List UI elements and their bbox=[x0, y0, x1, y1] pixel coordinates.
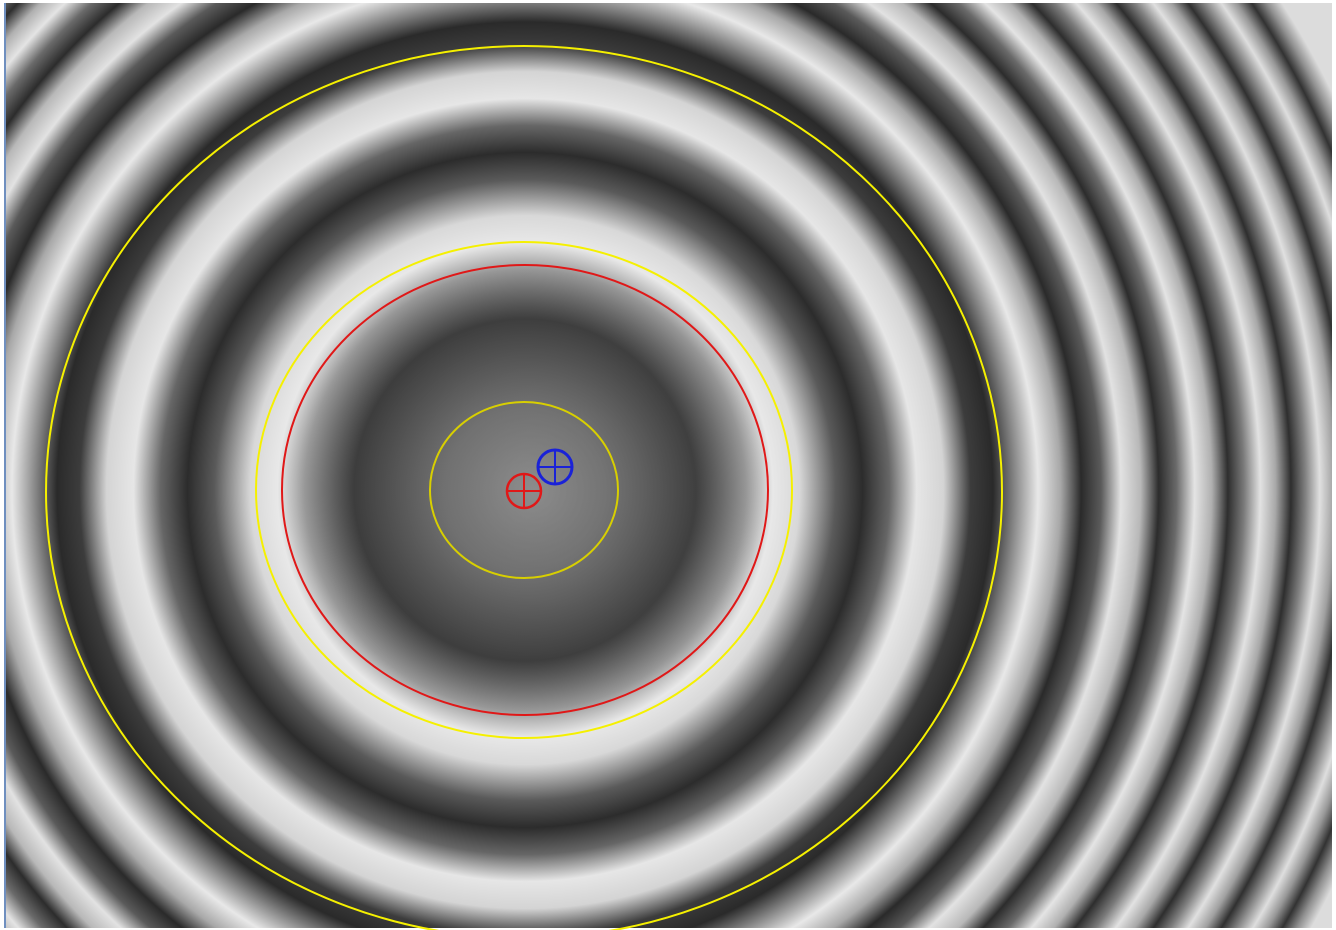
blue-crosshair-marker[interactable] bbox=[536, 448, 574, 486]
yellow-middle-circle[interactable] bbox=[255, 241, 793, 739]
viewer-frame bbox=[4, 3, 1332, 928]
yellow-inner-circle[interactable] bbox=[429, 401, 619, 579]
yellow-outer-circle[interactable] bbox=[45, 45, 1003, 930]
red-crosshair-marker[interactable] bbox=[505, 472, 543, 510]
red-fit-circle[interactable] bbox=[281, 264, 769, 716]
